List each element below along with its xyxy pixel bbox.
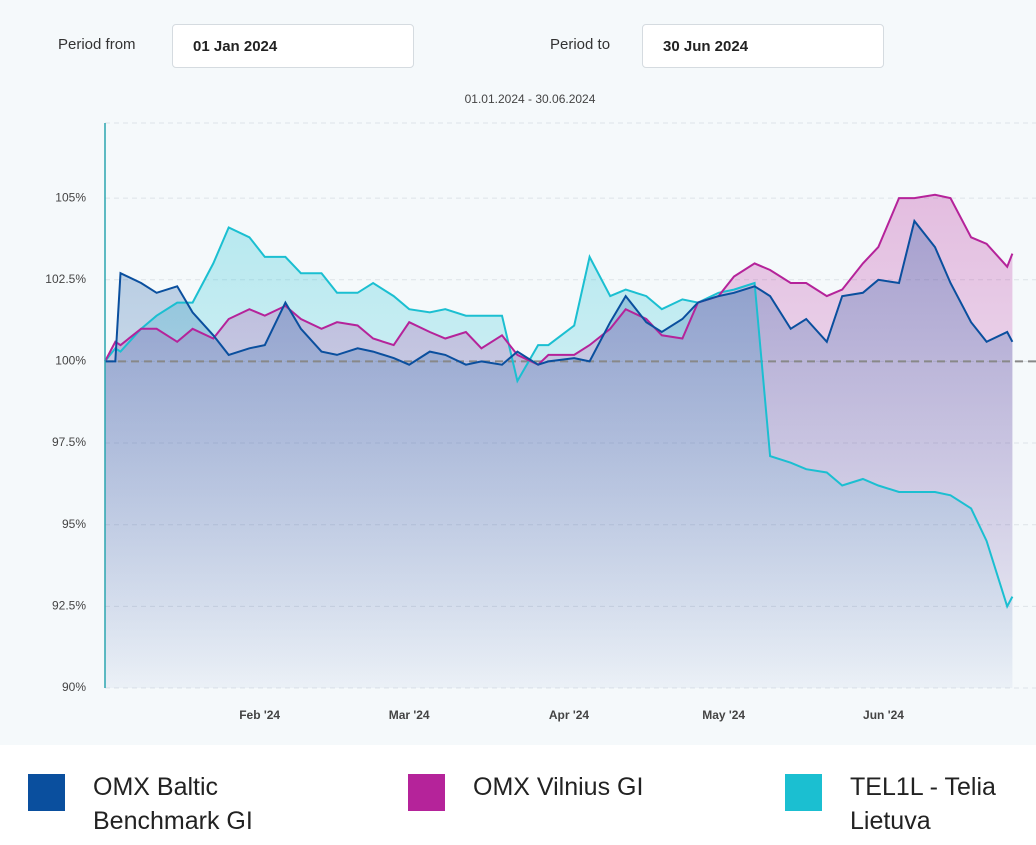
y-tick-label: 90% xyxy=(62,680,86,694)
x-tick-label: Apr '24 xyxy=(549,708,590,722)
chart-subtitle: 01.01.2024 - 30.06.2024 xyxy=(465,92,596,106)
x-tick-label: Mar '24 xyxy=(389,708,430,722)
legend: OMX Baltic Benchmark GI OMX Vilnius GI TEL… xyxy=(0,770,1036,845)
legend-label: TEL1L - Telia Lietuva xyxy=(850,773,996,835)
legend-label: OMX Vilnius GI xyxy=(473,773,644,801)
legend-label: OMX Baltic Benchmark GI xyxy=(93,773,253,835)
chart: 01.01.2024 - 30.06.2024 90% 92.5% 95% 97.5%… xyxy=(45,92,1036,722)
legend-item[interactable]: TEL1L - Telia Lietuva xyxy=(785,770,1036,838)
y-tick-label: 100% xyxy=(55,354,86,368)
y-tick-label: 92.5% xyxy=(52,599,86,613)
from-input[interactable]: 01 Jan 2024 xyxy=(172,24,414,68)
area xyxy=(105,221,1013,688)
series-line xyxy=(105,218,1014,366)
legend-swatch xyxy=(785,774,822,811)
to-input[interactable]: 30 Jun 2024 xyxy=(642,24,884,68)
series-line xyxy=(104,193,1014,366)
y-tick-label: 97.5% xyxy=(52,435,86,449)
legend-item[interactable]: OMX Vilnius GI xyxy=(408,770,733,811)
x-tick-label: Feb '24 xyxy=(239,708,280,722)
legend-item[interactable]: OMX Baltic Benchmark GI xyxy=(28,770,313,838)
legend-swatch xyxy=(408,774,445,811)
legend-swatch xyxy=(28,774,65,811)
x-tick-label: Jun '24 xyxy=(863,708,904,722)
to-label: Period to xyxy=(550,36,611,53)
x-tick-label: May '24 xyxy=(702,708,745,722)
y-tick-label: 95% xyxy=(62,517,86,531)
series-line xyxy=(104,226,1014,609)
y-tick-label: 102.5% xyxy=(45,272,86,286)
y-tick-label: 105% xyxy=(55,190,86,204)
from-label: Period from xyxy=(58,36,136,53)
